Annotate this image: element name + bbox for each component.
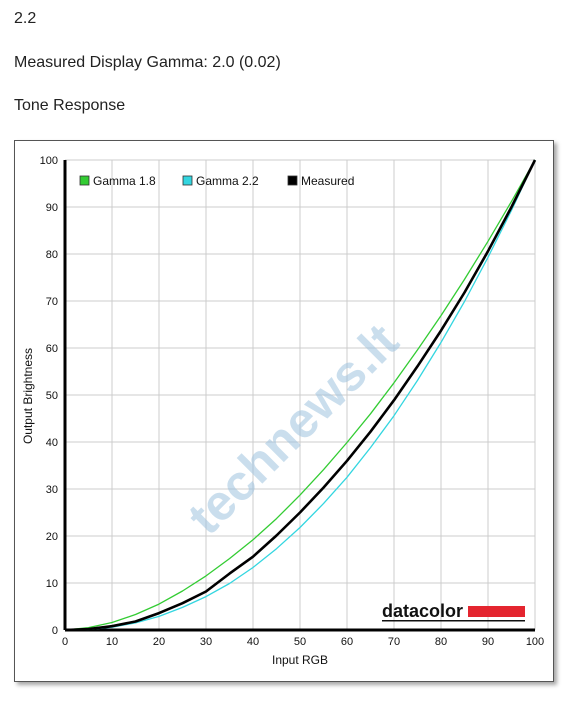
tone-response-chart: technews.lt 0 10 20 30 40 50 60 70 80 90 100 0 10 20… — [14, 140, 554, 682]
tone-response-heading: Tone Response — [14, 97, 126, 114]
x-tick-labels: 0 10 20 30 40 50 60 70 80 90 100 — [62, 636, 544, 648]
datacolor-logo: datacolor — [382, 601, 525, 622]
legend-swatch-measured — [287, 175, 298, 186]
legend: Gamma 1.8 Gamma 2.2 Measured — [79, 174, 354, 188]
x-tick-label: 10 — [106, 636, 118, 648]
x-tick-label: 70 — [388, 636, 400, 648]
x-tick-label: 50 — [294, 636, 306, 648]
legend-swatch-gamma-1-8 — [79, 175, 90, 186]
x-tick-label: 60 — [341, 636, 353, 648]
x-tick-label: 80 — [435, 636, 447, 648]
x-tick-label: 0 — [62, 636, 68, 648]
series-line-gamma-1-8 — [64, 159, 536, 631]
y-tick-label: 50 — [46, 390, 58, 402]
x-tick-label: 100 — [526, 636, 544, 648]
y-tick-label: 10 — [46, 578, 58, 590]
y-tick-label: 60 — [46, 343, 58, 355]
measured-gamma-text: Measured Display Gamma: 2.0 (0.02) — [14, 54, 281, 71]
legend-label-measured: Measured — [301, 174, 354, 188]
y-axis-title: Output Brightness — [21, 348, 35, 444]
series-line-gamma-2-2 — [64, 159, 536, 631]
datacolor-logo-underline — [382, 620, 525, 622]
legend-label-gamma-2-2: Gamma 2.2 — [196, 174, 259, 188]
axes — [63, 160, 535, 632]
x-tick-label: 40 — [247, 636, 259, 648]
x-tick-label: 20 — [153, 636, 165, 648]
y-tick-label: 90 — [46, 202, 58, 214]
x-tick-label: 30 — [200, 636, 212, 648]
legend-label-gamma-1-8: Gamma 1.8 — [93, 174, 156, 188]
series-line-measured — [64, 159, 537, 632]
x-tick-label: 90 — [482, 636, 494, 648]
y-tick-label: 0 — [52, 625, 58, 637]
y-tick-label: 30 — [46, 484, 58, 496]
series-lines — [64, 159, 537, 632]
chart-svg: technews.lt 0 10 20 30 40 50 60 70 80 90 100 01020… — [21, 155, 544, 667]
legend-swatch-gamma-2-2 — [182, 175, 193, 186]
gamma-target-text: 2.2 — [14, 10, 37, 27]
y-tick-label: 80 — [46, 249, 58, 261]
datacolor-logo-text: datacolor — [382, 601, 463, 621]
y-tick-labels: 0 10 20 30 40 50 60 70 80 90 100 — [40, 155, 58, 637]
y-tick-label: 20 — [46, 531, 58, 543]
y-tick-label: 40 — [46, 437, 58, 449]
y-tick-label: 100 — [40, 155, 58, 167]
datacolor-logo-bar — [468, 606, 525, 617]
y-tick-label: 70 — [46, 296, 58, 308]
x-axis-title: Input RGB — [272, 653, 328, 667]
